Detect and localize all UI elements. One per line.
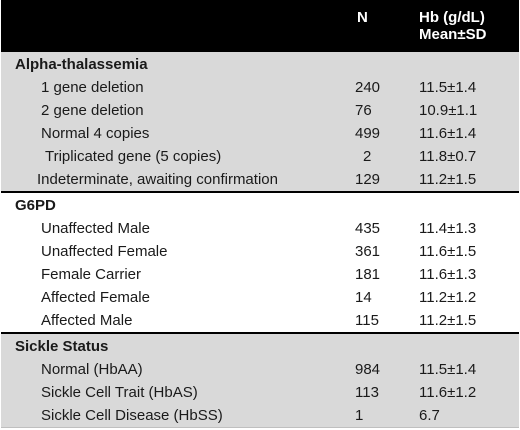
table-row: Indeterminate, awaiting confirmation 129… [1, 168, 519, 193]
section-row-g6pd: G6PD [1, 192, 519, 217]
row-n: 240 [351, 76, 413, 99]
table-row: Unaffected Male 435 11.4±1.3 [1, 217, 519, 240]
row-hb: 11.2±1.5 [413, 309, 519, 334]
table-row: Sickle Cell Trait (HbAS) 113 11.6±1.2 [1, 381, 519, 404]
section-row-alpha: Alpha-thalassemia [1, 52, 519, 76]
table-row: 2 gene deletion 76 10.9±1.1 [1, 99, 519, 122]
section-title: G6PD [1, 192, 519, 217]
row-label: Sickle Cell Trait (HbAS) [1, 381, 351, 404]
row-hb: 6.7 [413, 404, 519, 428]
row-hb: 10.9±1.1 [413, 99, 519, 122]
table-row: Affected Male 115 11.2±1.5 [1, 309, 519, 334]
row-n: 1 [351, 404, 413, 428]
row-label: 1 gene deletion [1, 76, 351, 99]
header-blank [1, 0, 351, 26]
row-label: Affected Female [1, 286, 351, 309]
row-label: 2 gene deletion [1, 99, 351, 122]
header-hb: Hb (g/dL) [413, 0, 519, 26]
row-hb: 11.6±1.5 [413, 240, 519, 263]
section-title: Sickle Status [1, 333, 519, 358]
row-label: Normal (HbAA) [1, 358, 351, 381]
row-hb: 11.4±1.3 [413, 217, 519, 240]
row-n: 129 [351, 168, 413, 193]
row-n: 499 [351, 122, 413, 145]
table-row: Triplicated gene (5 copies) 2 11.8±0.7 [1, 145, 519, 168]
table-row: Affected Female 14 11.2±1.2 [1, 286, 519, 309]
section-row-sickle: Sickle Status [1, 333, 519, 358]
row-n: 113 [351, 381, 413, 404]
row-hb: 11.6±1.4 [413, 122, 519, 145]
row-label: Unaffected Male [1, 217, 351, 240]
table-row: Female Carrier 181 11.6±1.3 [1, 263, 519, 286]
table-row: Normal 4 copies 499 11.6±1.4 [1, 122, 519, 145]
row-n: 76 [351, 99, 413, 122]
row-hb: 11.5±1.4 [413, 358, 519, 381]
row-label: Sickle Cell Disease (HbSS) [1, 404, 351, 428]
row-hb: 11.6±1.3 [413, 263, 519, 286]
table-row: Sickle Cell Disease (HbSS) 1 6.7 [1, 404, 519, 428]
row-n: 181 [351, 263, 413, 286]
row-hb: 11.2±1.5 [413, 168, 519, 193]
row-n: 435 [351, 217, 413, 240]
section-title: Alpha-thalassemia [1, 52, 519, 76]
table-row: Normal (HbAA) 984 11.5±1.4 [1, 358, 519, 381]
row-label: Female Carrier [1, 263, 351, 286]
row-n: 361 [351, 240, 413, 263]
row-hb: 11.6±1.2 [413, 381, 519, 404]
row-n: 984 [351, 358, 413, 381]
row-label: Unaffected Female [1, 240, 351, 263]
row-label: Indeterminate, awaiting confirmation [1, 168, 351, 193]
row-n: 115 [351, 309, 413, 334]
row-hb: 11.5±1.4 [413, 76, 519, 99]
row-n: 14 [351, 286, 413, 309]
table-row: 1 gene deletion 240 11.5±1.4 [1, 76, 519, 99]
header-row-1: N Hb (g/dL) [1, 0, 519, 26]
header-hb-sub: Mean±SD [413, 26, 519, 52]
row-label: Affected Male [1, 309, 351, 334]
header-n: N [351, 0, 413, 26]
header-row-2: Mean±SD [1, 26, 519, 52]
row-n: 2 [351, 145, 413, 168]
row-hb: 11.8±0.7 [413, 145, 519, 168]
table-row: Unaffected Female 361 11.6±1.5 [1, 240, 519, 263]
row-label: Triplicated gene (5 copies) [1, 145, 351, 168]
row-hb: 11.2±1.2 [413, 286, 519, 309]
row-label: Normal 4 copies [1, 122, 351, 145]
